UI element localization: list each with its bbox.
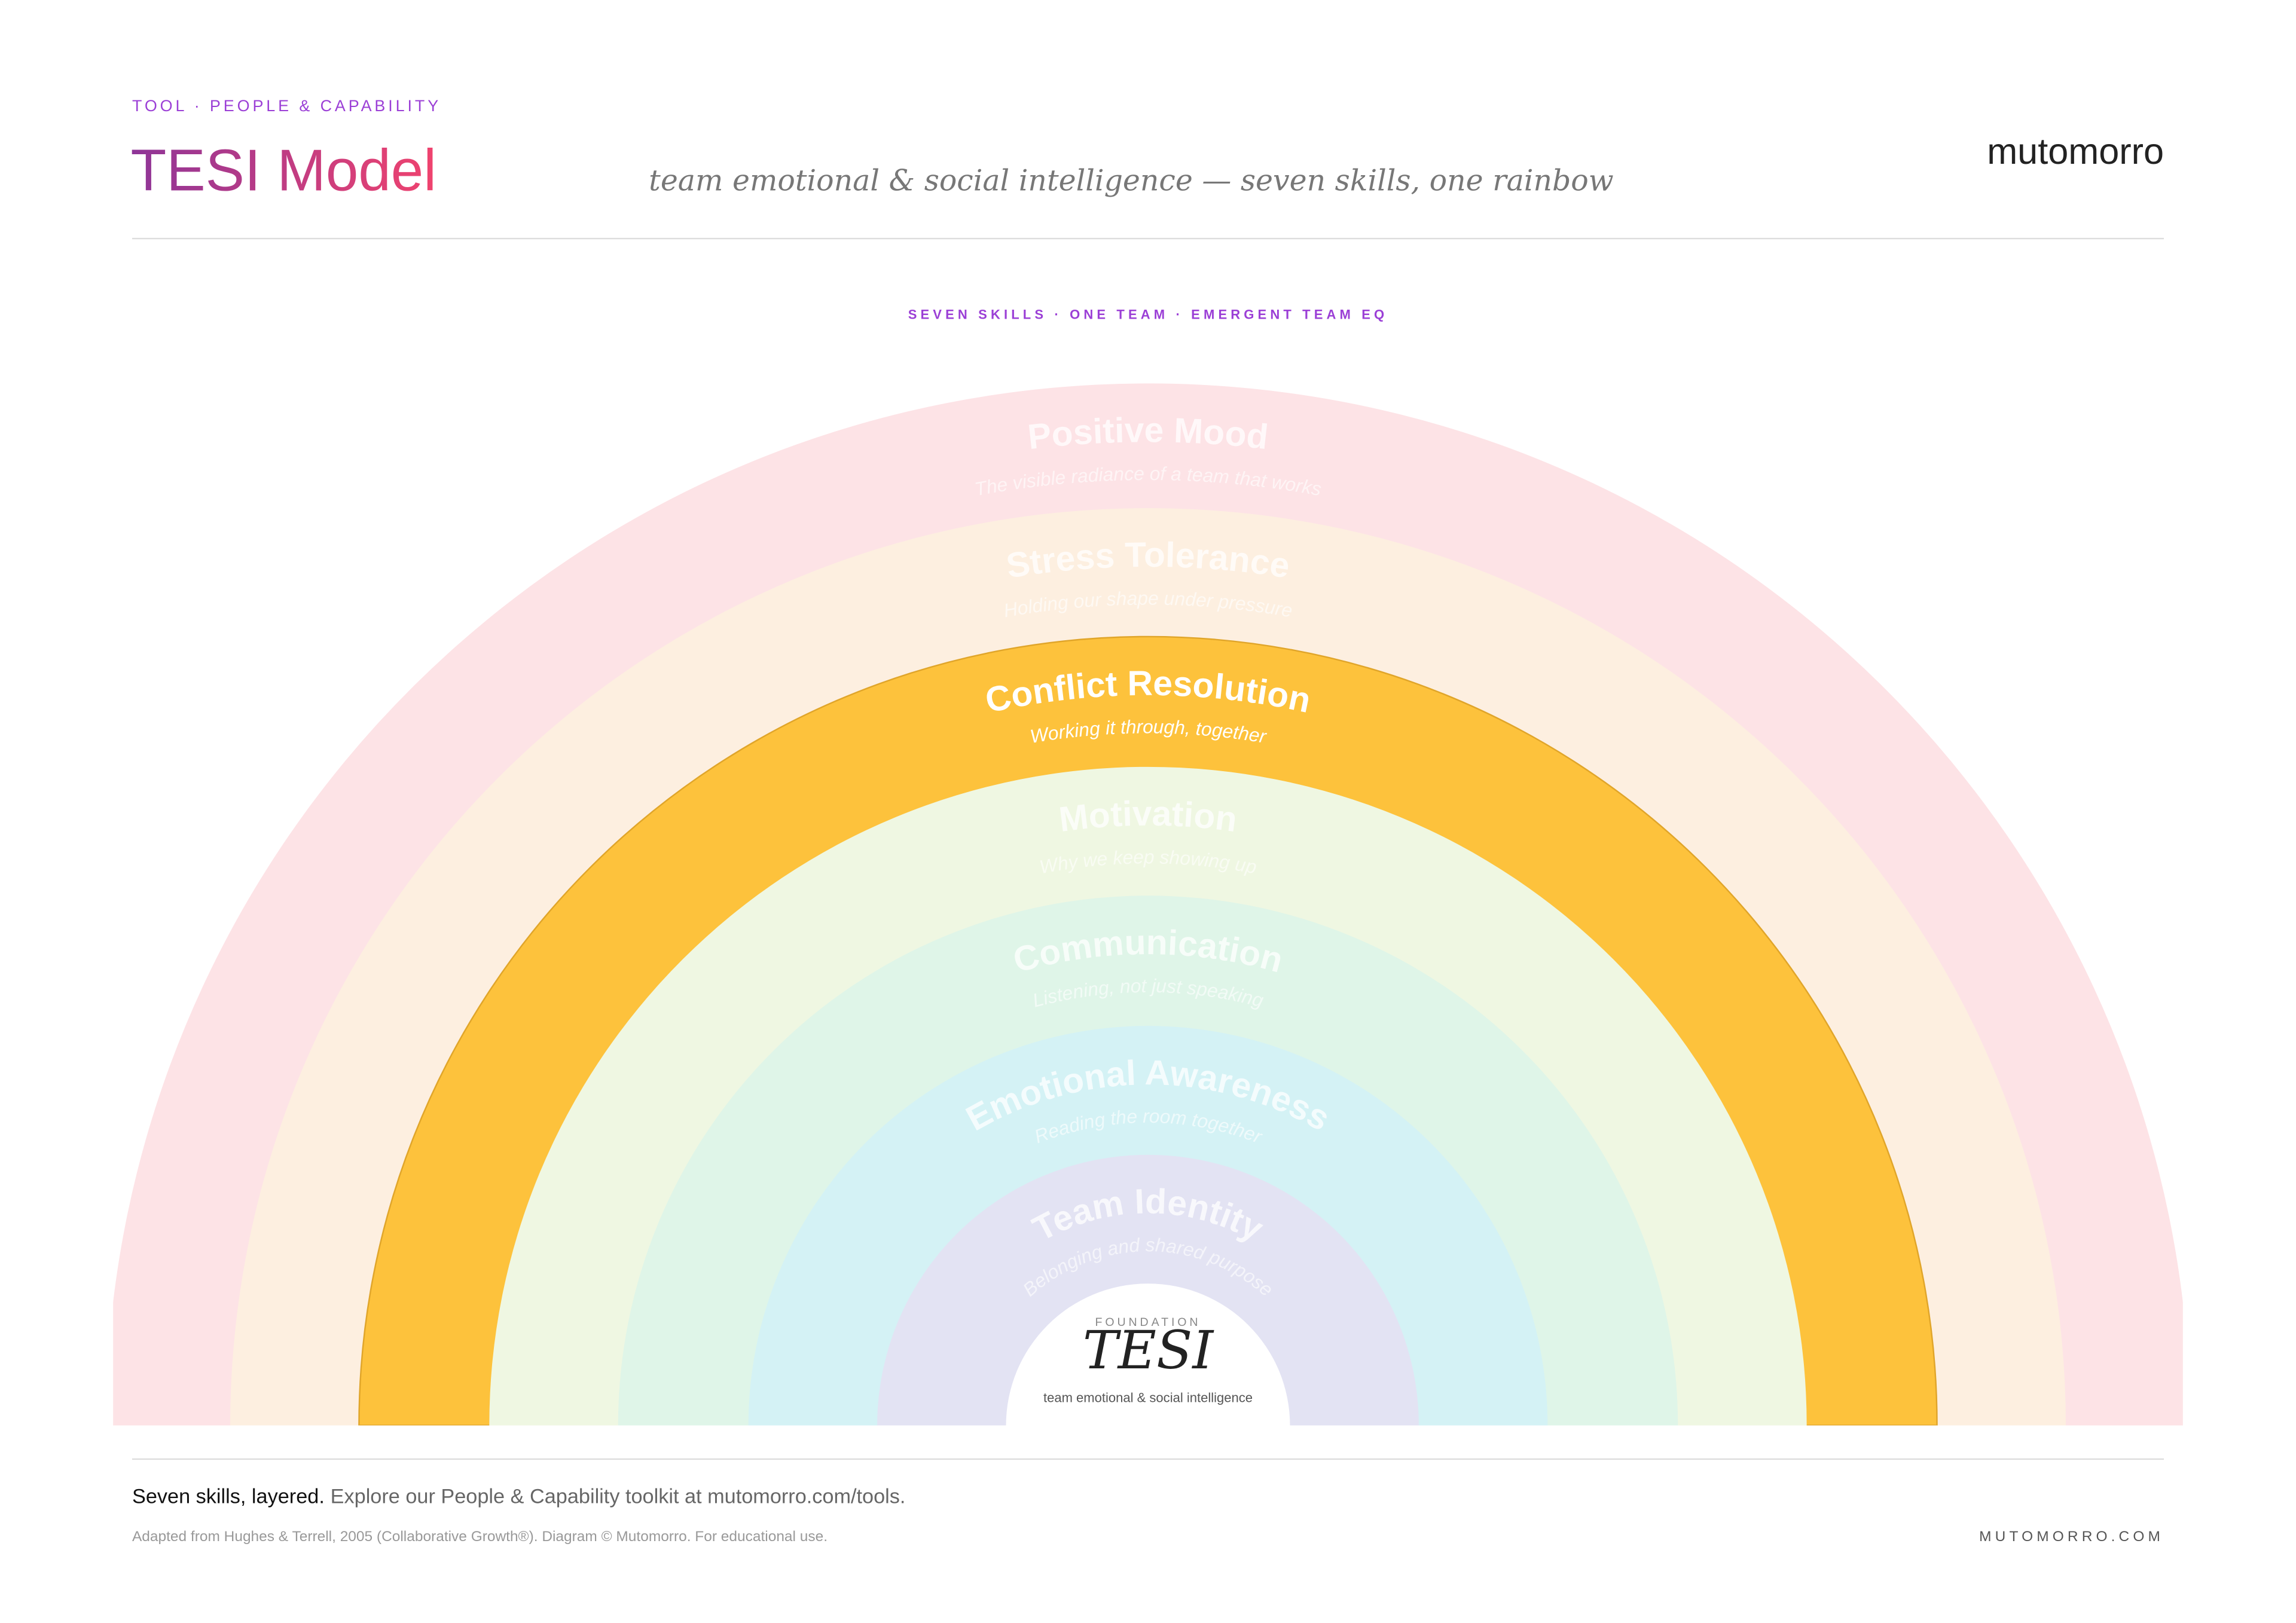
layer-label: Motivation <box>1057 794 1239 840</box>
center-eyebrow: FOUNDATION <box>1095 1316 1201 1329</box>
subtitle: team emotional & social intelligence — s… <box>649 163 1614 197</box>
title: TESI Model <box>131 137 436 203</box>
credit: Adapted from Hughes & Terrell, 2005 (Col… <box>132 1529 828 1545</box>
layer-name: Positive Mood <box>1026 411 1270 457</box>
footer-text: Explore our People & Capability toolkit … <box>331 1485 906 1508</box>
center-title: TESI <box>1083 1319 1214 1381</box>
eyebrow: TOOL · PEOPLE & CAPABILITY <box>132 97 441 115</box>
center-disc <box>1006 1283 1290 1426</box>
footer-lead: Seven skills, layered. <box>132 1485 325 1508</box>
brand: mutomorro <box>1987 131 2164 172</box>
footer-line: Seven skills, layered. Explore our People… <box>132 1485 905 1508</box>
url: MUTOMORRO.COM <box>1979 1529 2164 1545</box>
center-subtitle: team emotional & social intelligence <box>1043 1390 1253 1405</box>
layer-label: Positive Mood <box>1026 411 1270 457</box>
layer-name: Motivation <box>1057 794 1239 840</box>
caption: SEVEN SKILLS · ONE TEAM · EMERGENT TEAM … <box>908 307 1388 322</box>
